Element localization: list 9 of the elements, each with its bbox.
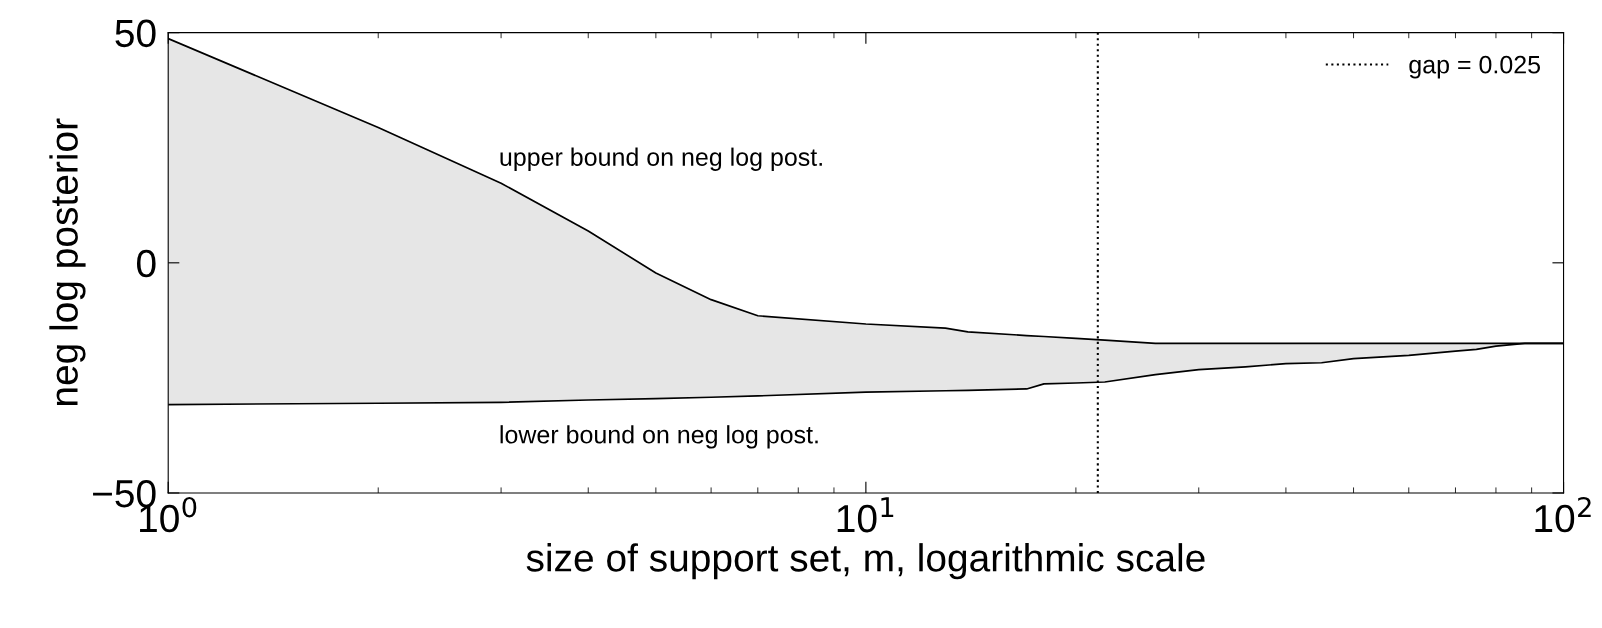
annotation: lower bound on neg log post. xyxy=(500,425,818,449)
legend-label: gap = 0.025 xyxy=(1409,55,1541,79)
y-tick-label: 0 xyxy=(136,249,156,278)
y-tick-label: 50 xyxy=(115,19,156,48)
annotation: upper bound on neg log post. xyxy=(500,147,822,171)
x-tick-label: 10$^{2}$ xyxy=(1535,496,1591,533)
x-tick-label: 10$^{1}$ xyxy=(837,497,894,533)
x-axis-title: size of support set, m, logarithmic scale xyxy=(526,543,1205,580)
y-axis-title: neg log posterior xyxy=(49,118,86,406)
